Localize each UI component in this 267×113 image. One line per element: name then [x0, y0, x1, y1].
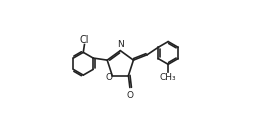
- Text: N: N: [117, 40, 124, 49]
- Text: O: O: [106, 73, 113, 81]
- Text: Cl: Cl: [80, 34, 89, 44]
- Text: CH₃: CH₃: [160, 72, 176, 81]
- Text: O: O: [127, 90, 134, 99]
